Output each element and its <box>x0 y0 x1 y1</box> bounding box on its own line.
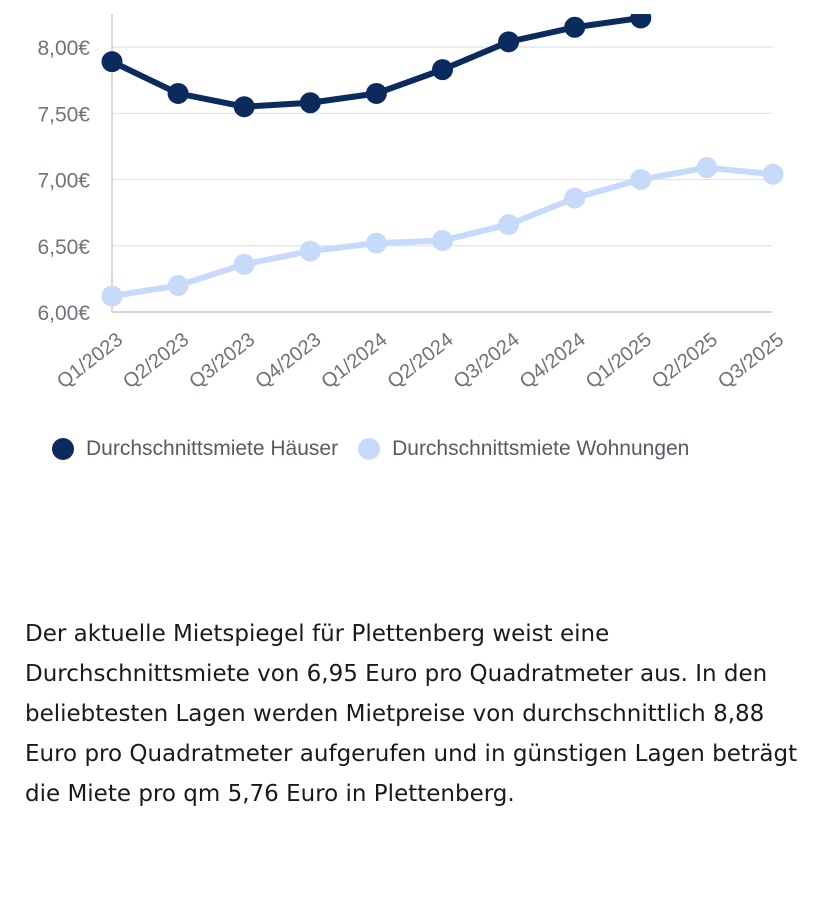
legend-item-apartments[interactable]: Durchschnittsmiete Wohnungen <box>358 437 689 461</box>
x-tick-label: Q3/2023 <box>185 329 259 394</box>
y-tick-label: 6,00€ <box>37 302 90 325</box>
data-point[interactable] <box>498 214 520 236</box>
data-point[interactable] <box>432 59 453 81</box>
data-point[interactable] <box>696 157 718 179</box>
x-tick-label: Q3/2024 <box>450 329 524 394</box>
legend-marker-apartments <box>358 438 381 460</box>
x-tick-label: Q1/2024 <box>317 329 391 394</box>
legend-item-houses[interactable]: Durchschnittsmiete Häuser <box>52 437 338 461</box>
x-tick-label: Q2/2025 <box>648 329 722 394</box>
rent-description-paragraph: Der aktuelle Mietspiegel für Plettenberg… <box>25 621 798 807</box>
y-tick-label: 7,50€ <box>37 103 90 126</box>
chart-legend: Durchschnittsmiete Häuser Durchschnittsm… <box>52 437 709 461</box>
data-point[interactable] <box>233 253 255 275</box>
x-tick-label: Q4/2024 <box>516 329 590 394</box>
x-tick-label: Q4/2023 <box>251 329 325 394</box>
data-point[interactable] <box>762 163 784 185</box>
data-point[interactable] <box>167 82 189 104</box>
x-tick-label: Q3/2025 <box>714 329 788 394</box>
x-tick-label: Q1/2023 <box>53 329 127 394</box>
x-tick-label: Q2/2024 <box>384 329 458 394</box>
series-1-group <box>101 157 784 307</box>
rent-line-chart: 6,00€6,50€7,00€7,50€8,00€Q1/2023Q2/2023Q… <box>37 7 788 394</box>
y-tick-label: 7,00€ <box>37 170 90 193</box>
data-point[interactable] <box>630 7 652 29</box>
data-point[interactable] <box>299 240 321 262</box>
data-point[interactable] <box>101 51 123 73</box>
data-point[interactable] <box>233 96 255 118</box>
y-tick-label: 6,50€ <box>37 236 90 259</box>
data-point[interactable] <box>299 92 321 114</box>
data-point[interactable] <box>365 82 387 104</box>
x-tick-label: Q1/2025 <box>582 329 656 394</box>
legend-marker-houses <box>52 438 74 460</box>
y-tick-label: 8,00€ <box>37 37 90 60</box>
legend-label-houses: Durchschnittsmiete Häuser <box>86 437 339 460</box>
data-point[interactable] <box>432 229 453 251</box>
data-point[interactable] <box>564 187 586 209</box>
data-point[interactable] <box>167 275 189 297</box>
series-0-group <box>101 7 652 118</box>
data-point[interactable] <box>564 16 586 38</box>
data-point[interactable] <box>498 31 520 53</box>
data-point[interactable] <box>365 232 387 254</box>
x-tick-label: Q2/2023 <box>119 329 193 394</box>
data-point[interactable] <box>630 169 652 191</box>
legend-label-apartments: Durchschnittsmiete Wohnungen <box>392 437 690 460</box>
data-point[interactable] <box>101 285 123 307</box>
